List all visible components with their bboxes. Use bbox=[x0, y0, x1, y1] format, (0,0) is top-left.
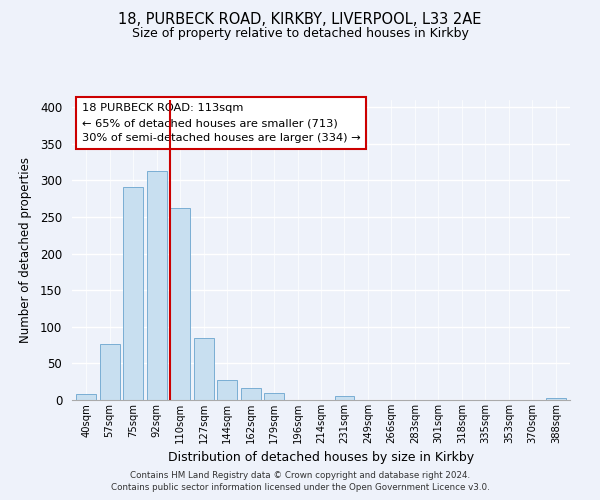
Bar bbox=[546, 398, 566, 400]
Bar bbox=[335, 396, 355, 400]
Text: Contains HM Land Registry data © Crown copyright and database right 2024.
Contai: Contains HM Land Registry data © Crown c… bbox=[110, 471, 490, 492]
Y-axis label: Number of detached properties: Number of detached properties bbox=[19, 157, 32, 343]
Text: 18 PURBECK ROAD: 113sqm
← 65% of detached houses are smaller (713)
30% of semi-d: 18 PURBECK ROAD: 113sqm ← 65% of detache… bbox=[82, 103, 361, 144]
Text: 18, PURBECK ROAD, KIRKBY, LIVERPOOL, L33 2AE: 18, PURBECK ROAD, KIRKBY, LIVERPOOL, L33… bbox=[118, 12, 482, 28]
Bar bbox=[194, 338, 214, 400]
Bar bbox=[146, 171, 167, 400]
Bar bbox=[264, 394, 284, 400]
Bar bbox=[123, 187, 143, 400]
X-axis label: Distribution of detached houses by size in Kirkby: Distribution of detached houses by size … bbox=[168, 452, 474, 464]
Text: Size of property relative to detached houses in Kirkby: Size of property relative to detached ho… bbox=[131, 28, 469, 40]
Bar bbox=[76, 394, 96, 400]
Bar bbox=[100, 344, 119, 400]
Bar bbox=[170, 208, 190, 400]
Bar bbox=[241, 388, 260, 400]
Bar bbox=[217, 380, 237, 400]
